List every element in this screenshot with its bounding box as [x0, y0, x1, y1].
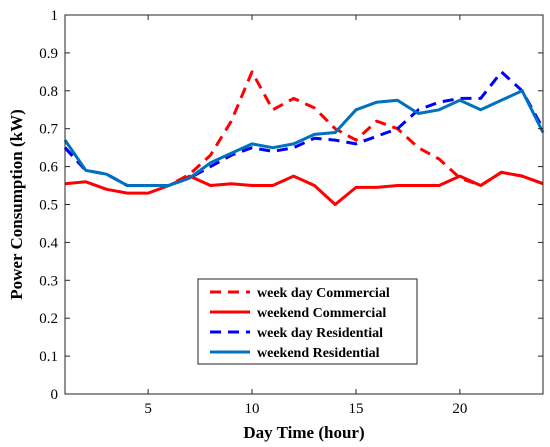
x-tick-label: 15 [348, 401, 363, 417]
legend-label: weekend Commercial [257, 306, 386, 321]
y-tick-label: 0.7 [39, 122, 58, 138]
lines-layer [65, 72, 543, 205]
y-tick-label: 0.4 [39, 235, 58, 251]
series-line-weekend-residential [65, 91, 543, 186]
y-tick-label: 0.5 [39, 198, 58, 214]
x-tick-label: 10 [245, 401, 260, 417]
legend-label: weekend Residential [257, 346, 380, 361]
y-tick-label: 1 [51, 8, 59, 24]
series-line-weekend-commercial [65, 172, 543, 204]
legend: week day Commercial weekend Commercial wee… [198, 279, 417, 364]
x-tick-label: 20 [452, 401, 467, 417]
y-tick-label: 0.9 [39, 46, 58, 62]
y-tick-label: 0 [51, 387, 59, 403]
series-line-week-day-residential [65, 72, 543, 186]
y-tick-label: 0.6 [39, 160, 58, 176]
legend-label: week day Residential [257, 326, 383, 341]
x-axis-label: Day Time (hour) [243, 423, 364, 442]
x-tick-label: 5 [144, 401, 152, 417]
legend-label: week day Commercial [257, 286, 390, 301]
y-tick-label: 0.2 [39, 311, 58, 327]
y-tick-label: 0.8 [39, 84, 58, 100]
y-axis-label: Power Consumption (kW) [7, 109, 26, 299]
series-line-week-day-commercial [65, 72, 543, 186]
y-tick-label: 0.3 [39, 273, 58, 289]
y-tick-label: 0.1 [39, 349, 58, 365]
